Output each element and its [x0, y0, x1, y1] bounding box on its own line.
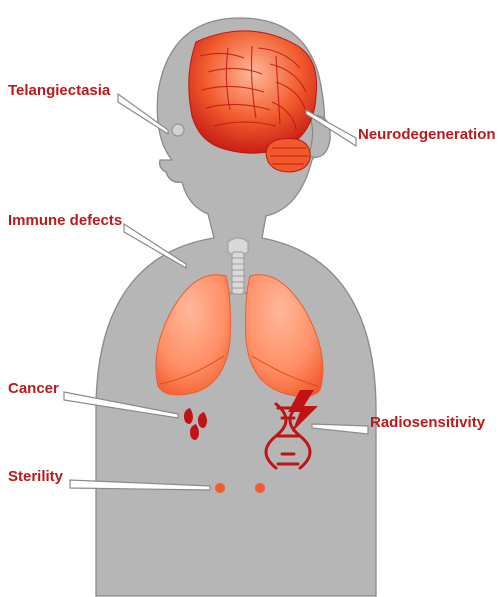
label-sterility: Sterility	[8, 468, 63, 485]
gonad-left	[215, 483, 225, 493]
gonad-right	[255, 483, 265, 493]
label-immune-defects: Immune defects	[8, 212, 122, 229]
eye-dot	[172, 124, 184, 136]
label-telangiectasia: Telangiectasia	[8, 82, 110, 99]
label-radiosensitivity: Radiosensitivity	[370, 414, 485, 431]
label-neurodegeneration: Neurodegeneration	[358, 126, 496, 143]
infographic-root: Telangiectasia Neurodegeneration Immune …	[0, 0, 500, 597]
label-cancer: Cancer	[8, 380, 59, 397]
